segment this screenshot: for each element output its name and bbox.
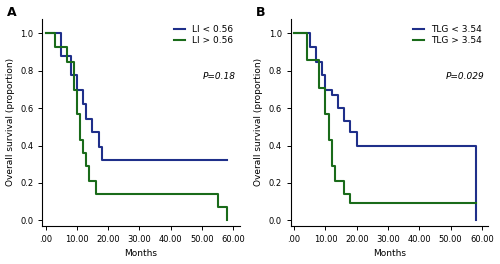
- Text: P=0.029: P=0.029: [446, 72, 484, 82]
- Text: P=0.18: P=0.18: [202, 72, 235, 82]
- Y-axis label: Overall survival (proportion): Overall survival (proportion): [6, 58, 15, 186]
- Text: B: B: [256, 6, 265, 18]
- Legend: TLG < 3.54, TLG > 3.54: TLG < 3.54, TLG > 3.54: [411, 23, 484, 46]
- Text: A: A: [7, 6, 16, 18]
- X-axis label: Months: Months: [124, 249, 158, 258]
- X-axis label: Months: Months: [373, 249, 406, 258]
- Legend: LI < 0.56, LI > 0.56: LI < 0.56, LI > 0.56: [172, 23, 235, 46]
- Y-axis label: Overall survival (proportion): Overall survival (proportion): [254, 58, 263, 186]
